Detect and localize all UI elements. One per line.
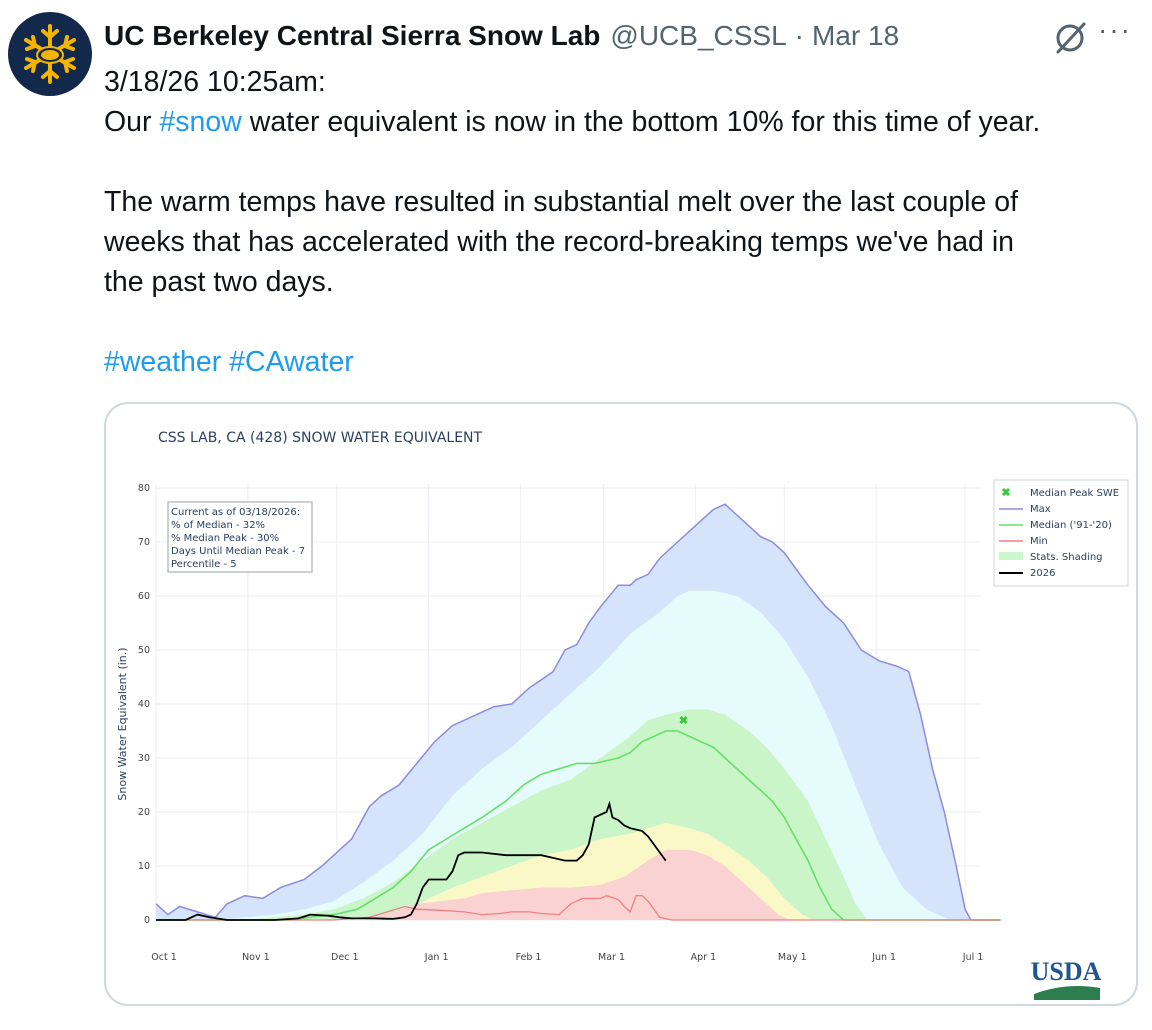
- legend-item: Median ('91-'20): [1030, 520, 1112, 531]
- legend-item: Stats. Shading: [1030, 552, 1103, 563]
- avatar[interactable]: [8, 12, 92, 96]
- x-tick-label: Dec 1: [331, 952, 358, 963]
- snowflake-bear-icon: [24, 24, 76, 84]
- hashtag-snow-link[interactable]: #snow: [159, 106, 242, 138]
- annotation-line: Current as of 03/18/2026:: [171, 507, 300, 518]
- median-line: [156, 730, 1001, 921]
- annotation-line: % Median Peak - 30%: [171, 533, 279, 544]
- tweet-line: weeks that has accelerated with the reco…: [104, 226, 1015, 258]
- legend-swatch: [999, 552, 1023, 560]
- text-segment: Our: [104, 106, 160, 138]
- tweet-line: the past two days.: [104, 266, 334, 298]
- max-line: [155, 503, 1001, 921]
- y-tick-label: 20: [138, 807, 150, 818]
- usda-logo: USDA: [1031, 957, 1102, 1000]
- y-tick-label: 10: [138, 861, 150, 872]
- grok-icon[interactable]: [1052, 20, 1088, 56]
- annotation-box: Current as of 03/18/2026: % of Median - …: [167, 501, 313, 573]
- swe-chart: ✖ 0 10 20 30 40 50 60 70 80 Oct 1 Nov 1 Dec 1 Jan 1 F…: [116, 430, 1129, 1000]
- x-tick-label: Feb 1: [516, 952, 542, 963]
- legend-marker-icon: ✖: [1001, 487, 1010, 499]
- legend-item: Min: [1030, 536, 1048, 547]
- x-tick-label: Jun 1: [871, 952, 896, 963]
- chart-shading: [156, 504, 1001, 920]
- author-handle[interactable]: @UCB_CSSL: [610, 20, 787, 51]
- y-tick-label: 70: [138, 537, 150, 548]
- hashtag-cawater-link[interactable]: #CAwater: [229, 346, 354, 378]
- tweet-text: 3/18/26 10:25am: Our #snow water equival…: [104, 62, 1144, 382]
- legend-item: Max: [1030, 504, 1051, 515]
- y-tick-label: 0: [144, 915, 150, 926]
- y-tick-label: 80: [138, 483, 150, 494]
- y-tick-label: 60: [138, 591, 150, 602]
- y-tick-label: 40: [138, 699, 150, 710]
- tweet-line: Our #snow water equivalent is now in the…: [104, 102, 1144, 142]
- tweet-header: UC Berkeley Central Sierra Snow Lab @UCB…: [104, 16, 1152, 56]
- hashtag-weather-link[interactable]: #weather: [104, 346, 222, 378]
- x-tick-label: May 1: [778, 952, 807, 963]
- tweet-date[interactable]: Mar 18: [812, 20, 900, 51]
- annotation-line: Percentile - 5: [171, 559, 237, 570]
- area-75th: [156, 709, 1001, 920]
- x-tick-label: Oct 1: [151, 952, 177, 963]
- svg-text:USDA: USDA: [1031, 957, 1102, 986]
- annotation-line: % of Median - 32%: [171, 520, 265, 531]
- text-segment: water equivalent is now in the bottom 10…: [241, 106, 1041, 138]
- separator-dot: ·: [794, 20, 804, 51]
- more-options-icon[interactable]: ···: [1098, 14, 1132, 45]
- current-year-line: [156, 800, 667, 921]
- y-tick-label: 50: [138, 645, 150, 656]
- tweet-line: The warm temps have resulted in substant…: [104, 186, 1019, 218]
- hashtag-line: #weather #CAwater: [104, 342, 1144, 382]
- chart-ticks: 0 10 20 30 40 50 60 70 80 Oct 1 Nov 1 Dec 1 Jan 1 Feb…: [138, 483, 983, 963]
- area-25th: [156, 822, 1001, 920]
- y-tick-label: 30: [138, 753, 150, 764]
- x-tick-label: Jul 1: [962, 952, 984, 963]
- legend-item: Median Peak SWE: [1030, 488, 1119, 499]
- x-tick-label: Nov 1: [242, 952, 270, 963]
- chart-lines: ✖: [155, 503, 1001, 921]
- annotation-line: Days Until Median Peak - 7: [171, 546, 305, 557]
- median-peak-marker: ✖: [679, 715, 688, 727]
- author-name[interactable]: UC Berkeley Central Sierra Snow Lab: [104, 20, 601, 51]
- area-10th: [156, 849, 1001, 920]
- x-tick-label: Apr 1: [691, 952, 717, 963]
- chart-legend: ✖ Median Peak SWE Max Median ('91-'20) M…: [993, 479, 1129, 587]
- min-line: [156, 895, 1001, 921]
- chart-title: CSS LAB, CA (428) SNOW WATER EQUIVALENT: [158, 430, 483, 446]
- y-axis-label: Snow Water Equivalent (in.): [116, 647, 129, 800]
- chart-image-card[interactable]: ✖ 0 10 20 30 40 50 60 70 80 Oct 1 Nov 1 Dec 1 Jan 1 F…: [104, 402, 1138, 1006]
- x-tick-label: Mar 1: [598, 952, 625, 963]
- x-tick-label: Jan 1: [424, 952, 449, 963]
- tweet-line: 3/18/26 10:25am:: [104, 66, 326, 98]
- legend-item: 2026: [1030, 568, 1055, 579]
